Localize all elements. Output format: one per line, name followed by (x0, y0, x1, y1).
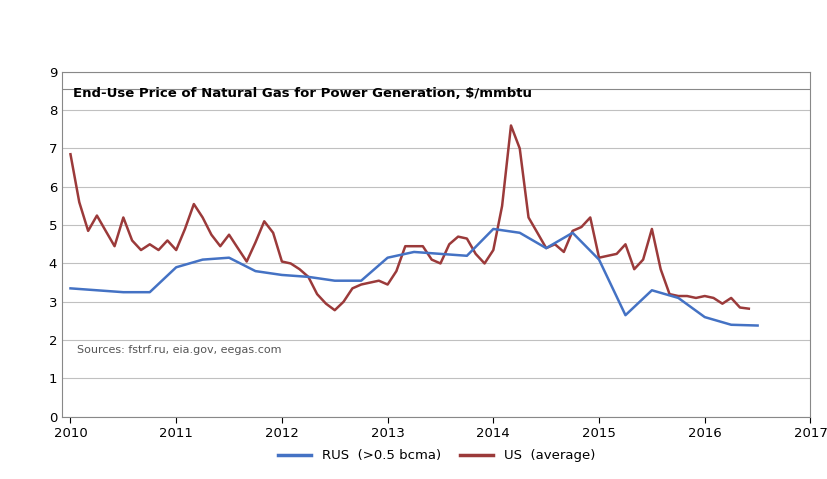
US  (average) (365, 280, 375, 285)
RUS  (>0.5 bcma) (620, 312, 630, 318)
Text: Sources: fstrf.ru, eia.gov, eegas.com: Sources: fstrf.ru, eia.gov, eegas.com (77, 345, 281, 354)
RUS  (>0.5 bcma) (726, 322, 736, 328)
Line: US  (average): US (average) (70, 125, 748, 310)
RUS  (>0.5 bcma) (594, 257, 604, 262)
Legend: RUS  (>0.5 bcma), US  (average): RUS (>0.5 bcma), US (average) (273, 444, 600, 468)
RUS  (>0.5 bcma) (356, 278, 366, 284)
RUS  (>0.5 bcma) (224, 255, 234, 261)
RUS  (>0.5 bcma) (198, 257, 208, 262)
US  (average) (285, 261, 295, 266)
RUS  (>0.5 bcma) (514, 230, 524, 236)
US  (average) (418, 243, 428, 249)
RUS  (>0.5 bcma) (171, 264, 181, 270)
RUS  (>0.5 bcma) (409, 249, 419, 255)
RUS  (>0.5 bcma) (541, 245, 551, 251)
US  (average) (180, 226, 190, 232)
US  (average) (567, 228, 577, 234)
US  (average) (110, 243, 120, 249)
RUS  (>0.5 bcma) (436, 251, 446, 257)
Line: RUS  (>0.5 bcma): RUS (>0.5 bcma) (70, 229, 758, 326)
RUS  (>0.5 bcma) (753, 323, 762, 329)
RUS  (>0.5 bcma) (462, 253, 472, 259)
RUS  (>0.5 bcma) (330, 278, 340, 284)
RUS  (>0.5 bcma) (647, 287, 657, 293)
Text: End-Use Price of Natural Gas for Power Generation, $/mmbtu: End-Use Price of Natural Gas for Power G… (74, 87, 533, 101)
RUS  (>0.5 bcma) (489, 226, 499, 232)
RUS  (>0.5 bcma) (700, 314, 710, 320)
US  (average) (330, 308, 340, 313)
US  (average) (506, 123, 516, 128)
RUS  (>0.5 bcma) (118, 289, 128, 295)
RUS  (>0.5 bcma) (567, 230, 577, 236)
RUS  (>0.5 bcma) (277, 272, 287, 278)
RUS  (>0.5 bcma) (251, 268, 261, 274)
US  (average) (65, 151, 75, 157)
RUS  (>0.5 bcma) (304, 274, 313, 280)
RUS  (>0.5 bcma) (145, 289, 155, 295)
RUS  (>0.5 bcma) (92, 287, 102, 293)
RUS  (>0.5 bcma) (673, 295, 683, 301)
US  (average) (743, 306, 753, 311)
RUS  (>0.5 bcma) (65, 285, 75, 291)
RUS  (>0.5 bcma) (383, 255, 393, 261)
